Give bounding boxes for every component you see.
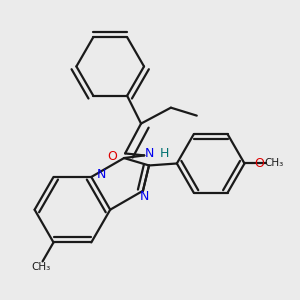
Text: CH₃: CH₃: [31, 262, 50, 272]
Text: N: N: [140, 190, 150, 203]
Text: CH₃: CH₃: [264, 158, 283, 169]
Text: O: O: [254, 157, 264, 170]
Text: N: N: [144, 147, 154, 160]
Text: H: H: [159, 147, 169, 160]
Text: N: N: [97, 169, 106, 182]
Text: O: O: [107, 150, 117, 163]
